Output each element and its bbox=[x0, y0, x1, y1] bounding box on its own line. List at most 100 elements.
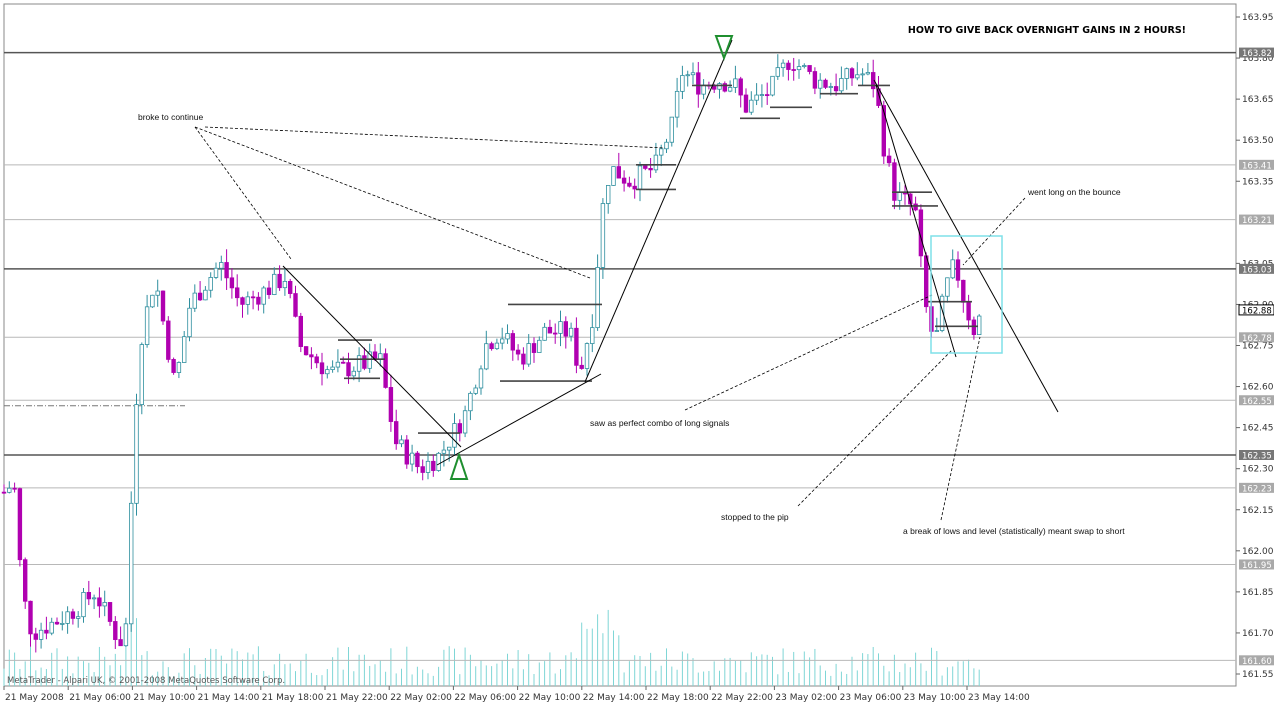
annotation-leader bbox=[962, 197, 1026, 266]
volume-bars bbox=[3, 609, 980, 686]
candle-body bbox=[802, 65, 807, 67]
level-badge-label: 161.95 bbox=[1242, 561, 1272, 571]
trend-line bbox=[873, 79, 1059, 413]
candle-body bbox=[266, 287, 272, 295]
candle-body bbox=[335, 361, 341, 368]
trend-drawings bbox=[194, 35, 1059, 521]
candle-body bbox=[494, 342, 500, 350]
candle-body bbox=[616, 166, 621, 179]
candle-body bbox=[828, 86, 833, 88]
level-badge bbox=[1239, 559, 1274, 570]
candle-body bbox=[881, 105, 886, 157]
candle-body bbox=[155, 290, 160, 296]
candle-body bbox=[65, 611, 70, 624]
annotation-leader bbox=[684, 294, 933, 411]
candle-body bbox=[584, 343, 590, 369]
level-badge-label: 162.78 bbox=[1242, 334, 1272, 344]
candle-body bbox=[298, 315, 303, 347]
time-tick-label: 21 May 10:00 bbox=[133, 693, 195, 703]
candle-body bbox=[86, 592, 91, 600]
time-tick-label: 22 May 02:00 bbox=[390, 693, 452, 703]
candle-body bbox=[462, 410, 468, 434]
candle-body bbox=[908, 193, 913, 205]
candle-body bbox=[197, 292, 203, 301]
candle-body bbox=[674, 90, 680, 118]
candle-body bbox=[690, 72, 696, 76]
candle-body bbox=[664, 141, 669, 150]
ann-broke-to-continue: broke to continue bbox=[138, 112, 203, 122]
time-tick-label: 21 May 06:00 bbox=[69, 693, 131, 703]
candle-body bbox=[49, 621, 54, 634]
candle-body bbox=[478, 368, 484, 389]
level-badge bbox=[1239, 47, 1274, 58]
candle-body bbox=[420, 466, 425, 473]
candle-body bbox=[606, 185, 611, 204]
candle-body bbox=[722, 83, 727, 92]
chart-frame bbox=[3, 3, 1237, 687]
trend-line bbox=[282, 265, 462, 448]
candle-body bbox=[749, 99, 754, 113]
candle-body bbox=[213, 267, 219, 278]
candle-body bbox=[669, 116, 674, 143]
time-tick-label: 23 May 10:00 bbox=[904, 693, 966, 703]
candle-body bbox=[12, 487, 17, 490]
candle-body bbox=[521, 353, 526, 365]
candle-body bbox=[118, 639, 123, 647]
level-badge bbox=[1239, 395, 1274, 406]
time-tick-label: 22 May 14:00 bbox=[583, 693, 645, 703]
candle-body bbox=[303, 346, 309, 356]
candle-body bbox=[351, 370, 356, 377]
candle-body bbox=[256, 296, 261, 305]
price-tick-label: 162.75 bbox=[1242, 342, 1274, 352]
price-axis: 163.95163.80163.65163.50163.35163.05162.… bbox=[1236, 13, 1274, 680]
ann-perfect-combo: saw as perfect combo of long signals bbox=[590, 418, 729, 428]
time-tick-label: 21 May 18:00 bbox=[262, 693, 324, 703]
candle-body bbox=[717, 83, 722, 90]
candle-body bbox=[961, 279, 966, 303]
price-tick-label: 163.80 bbox=[1242, 54, 1274, 64]
candle-body bbox=[139, 344, 144, 405]
candle-body bbox=[431, 460, 436, 471]
candle-body bbox=[648, 167, 653, 171]
candle-body bbox=[219, 262, 224, 269]
candle-body bbox=[505, 333, 510, 340]
candle-body bbox=[754, 94, 759, 101]
level-badge bbox=[1239, 332, 1274, 343]
price-tick-label: 161.55 bbox=[1242, 670, 1274, 680]
trend-line bbox=[436, 373, 602, 466]
price-tick-label: 163.35 bbox=[1242, 177, 1274, 187]
candle-body bbox=[600, 203, 606, 268]
candle-body bbox=[865, 72, 871, 75]
candle-body bbox=[28, 600, 33, 635]
candle-body bbox=[7, 487, 12, 493]
price-tick-label: 161.85 bbox=[1242, 588, 1274, 598]
candle-body bbox=[208, 277, 213, 291]
candle-body bbox=[765, 94, 770, 96]
candle-body bbox=[33, 633, 38, 640]
candle-body bbox=[531, 343, 537, 353]
candle-body bbox=[144, 306, 150, 345]
candle-body bbox=[473, 387, 478, 394]
highlight-box bbox=[930, 235, 1003, 354]
candle-body bbox=[950, 259, 955, 279]
candle-body bbox=[97, 597, 102, 607]
level-badge-label: 162.88 bbox=[1242, 306, 1272, 316]
candle-body bbox=[70, 611, 76, 619]
level-badge bbox=[1238, 304, 1274, 316]
candle-body bbox=[913, 203, 918, 211]
candle-body bbox=[272, 273, 277, 295]
price-tick-label: 163.95 bbox=[1242, 13, 1274, 23]
candle-body bbox=[499, 338, 505, 344]
level-badge-label: 163.03 bbox=[1242, 265, 1272, 275]
price-tick-label: 162.60 bbox=[1242, 383, 1274, 393]
time-tick-label: 23 May 02:00 bbox=[775, 693, 837, 703]
candle-body bbox=[558, 321, 563, 334]
candle-body bbox=[367, 351, 372, 369]
candle-body bbox=[388, 387, 394, 422]
level-badge bbox=[1239, 655, 1274, 666]
candle-body bbox=[325, 369, 330, 375]
candle-body bbox=[839, 78, 844, 92]
candle-body bbox=[393, 421, 399, 445]
time-axis: 21 May 2008 21 May 06:00 21 May 10:00 21 Ma… bbox=[3, 686, 1030, 703]
candle-body bbox=[441, 449, 447, 454]
